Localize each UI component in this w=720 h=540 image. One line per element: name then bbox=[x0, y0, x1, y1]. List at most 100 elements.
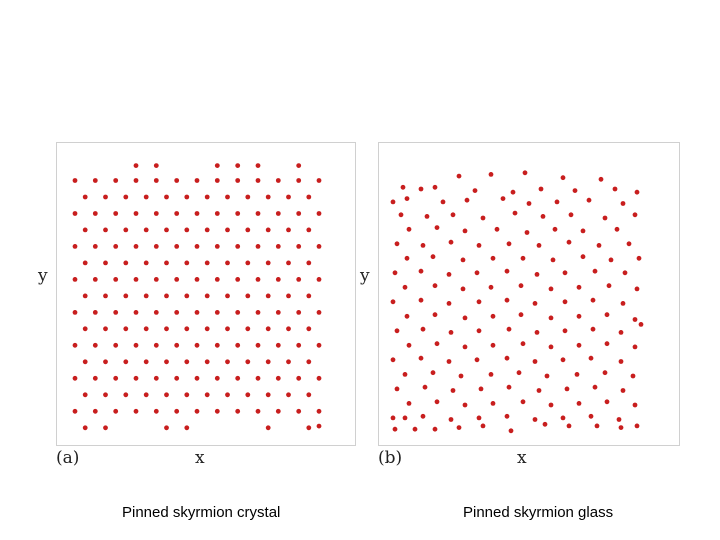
panel-a-point-149 bbox=[184, 359, 190, 365]
panel-b-point-110 bbox=[576, 342, 582, 348]
panel-a-point-53 bbox=[265, 227, 271, 233]
panel-b-point-88 bbox=[490, 313, 496, 319]
panel-b-point-90 bbox=[548, 315, 554, 321]
panel-a-point-197 bbox=[184, 425, 190, 431]
panel-b-point-158 bbox=[616, 417, 622, 422]
panel-b-point-68 bbox=[432, 283, 438, 289]
panel-a-point-67 bbox=[296, 244, 302, 249]
panel-b-point-153 bbox=[476, 415, 482, 421]
panel-a-point-21 bbox=[123, 194, 129, 200]
panel-a-point-101 bbox=[225, 293, 230, 299]
panel-a-point-175 bbox=[204, 392, 210, 398]
panel-b-point-166 bbox=[566, 423, 572, 429]
panel-b-point-38 bbox=[580, 228, 586, 234]
panel-b-point-161 bbox=[432, 426, 438, 432]
panel-a-point-148 bbox=[164, 359, 169, 365]
panel-a-point-80 bbox=[306, 260, 312, 266]
panel-a-point-113 bbox=[214, 310, 220, 315]
panel-a-point-138 bbox=[214, 342, 220, 348]
panel-b-point-167 bbox=[594, 423, 600, 429]
panel-b-point-120 bbox=[588, 355, 594, 361]
panel-a-point-9 bbox=[133, 178, 139, 183]
panel-a-point-132 bbox=[92, 342, 98, 348]
panel-b-point-54 bbox=[550, 257, 556, 263]
panel-b-point-8 bbox=[472, 188, 478, 193]
panel-b-point-75 bbox=[634, 286, 640, 292]
panel-a-point-176 bbox=[225, 392, 230, 398]
panel-b-point-149 bbox=[390, 415, 396, 421]
panel-b-point-162 bbox=[456, 425, 462, 430]
panel-b-point-160 bbox=[412, 426, 418, 432]
panel-a-ylabel: y bbox=[38, 266, 48, 286]
panel-a-point-160 bbox=[153, 375, 159, 381]
panel-b-point-109 bbox=[548, 344, 554, 350]
panel-b-point-15 bbox=[404, 196, 410, 201]
panel-a-point-117 bbox=[296, 310, 302, 315]
panel-b-point-100 bbox=[562, 328, 568, 334]
panel-b-point-65 bbox=[592, 268, 598, 274]
panel-a-label: (a) bbox=[56, 448, 80, 468]
panel-a-point-95 bbox=[103, 293, 108, 299]
panel-b-point-7 bbox=[432, 184, 438, 190]
panel-a-point-154 bbox=[286, 359, 291, 365]
panel-a-point-146 bbox=[123, 359, 129, 365]
panel-a-point-120 bbox=[103, 326, 108, 332]
panel-b-point-33 bbox=[434, 225, 440, 230]
panel-b-point-31 bbox=[632, 212, 638, 218]
panel-a-point-34 bbox=[133, 211, 139, 216]
panel-a-point-2 bbox=[214, 163, 220, 168]
panel-b-point-116 bbox=[474, 357, 480, 363]
panel-a-point-5 bbox=[296, 163, 302, 168]
panel-b-point-49 bbox=[404, 255, 410, 261]
panel-b-point-50 bbox=[430, 254, 436, 260]
panel-b-point-27 bbox=[512, 210, 518, 216]
panel-a-point-25 bbox=[204, 194, 210, 200]
panel-a-point-142 bbox=[296, 342, 302, 348]
panel-a-point-196 bbox=[164, 425, 169, 431]
panel-a-point-170 bbox=[103, 392, 108, 398]
panel-b-point-64 bbox=[562, 270, 568, 276]
panel-b-point-138 bbox=[592, 384, 598, 390]
panel-b-point-104 bbox=[406, 342, 412, 348]
panel-a-point-111 bbox=[174, 310, 180, 315]
panel-b-point-40 bbox=[394, 241, 400, 247]
panel-a-point-93 bbox=[316, 277, 322, 282]
panel-b-point-122 bbox=[402, 372, 408, 377]
panel-b-point-99 bbox=[534, 330, 540, 335]
panel-b-point-6 bbox=[418, 186, 424, 192]
panel-a-point-46 bbox=[123, 227, 129, 233]
panel-a-frame bbox=[56, 142, 356, 446]
panel-b-point-112 bbox=[632, 344, 638, 350]
panel-a-point-60 bbox=[153, 244, 159, 249]
panel-a-point-91 bbox=[275, 277, 281, 282]
panel-b-point-21 bbox=[586, 197, 592, 203]
panel-a-point-105 bbox=[306, 293, 312, 299]
panel-a-point-22 bbox=[143, 194, 149, 200]
panel-a-point-59 bbox=[133, 244, 139, 249]
panel-b-point-34 bbox=[462, 228, 468, 234]
panel-a-point-140 bbox=[255, 342, 261, 348]
panel-b-point-22 bbox=[620, 201, 626, 206]
panel-a-point-107 bbox=[92, 310, 98, 315]
panel-b-point-105 bbox=[434, 341, 440, 347]
panel-b-point-132 bbox=[422, 384, 428, 390]
panel-a-point-173 bbox=[164, 392, 169, 398]
panel-a-point-66 bbox=[275, 244, 281, 249]
panel-a-point-92 bbox=[296, 277, 302, 282]
panel-b-point-82 bbox=[562, 299, 568, 305]
panel-b-point-135 bbox=[506, 384, 512, 390]
panel-b-point-134 bbox=[478, 386, 484, 392]
panel-a-point-73 bbox=[164, 260, 169, 266]
panel-b-point-102 bbox=[618, 330, 624, 335]
panel-a-point-137 bbox=[194, 342, 200, 348]
panel-a-point-39 bbox=[235, 211, 241, 216]
panel-a-point-183 bbox=[113, 408, 119, 414]
panel-b-point-11 bbox=[572, 188, 578, 193]
panel-a-point-16 bbox=[275, 178, 281, 183]
panel-b-point-125 bbox=[488, 372, 494, 377]
panel-b-point-117 bbox=[504, 355, 510, 361]
panel-b-point-131 bbox=[394, 386, 400, 392]
panel-a-point-144 bbox=[82, 359, 88, 365]
panel-b-point-137 bbox=[564, 386, 570, 392]
panel-b-point-12 bbox=[612, 186, 618, 192]
